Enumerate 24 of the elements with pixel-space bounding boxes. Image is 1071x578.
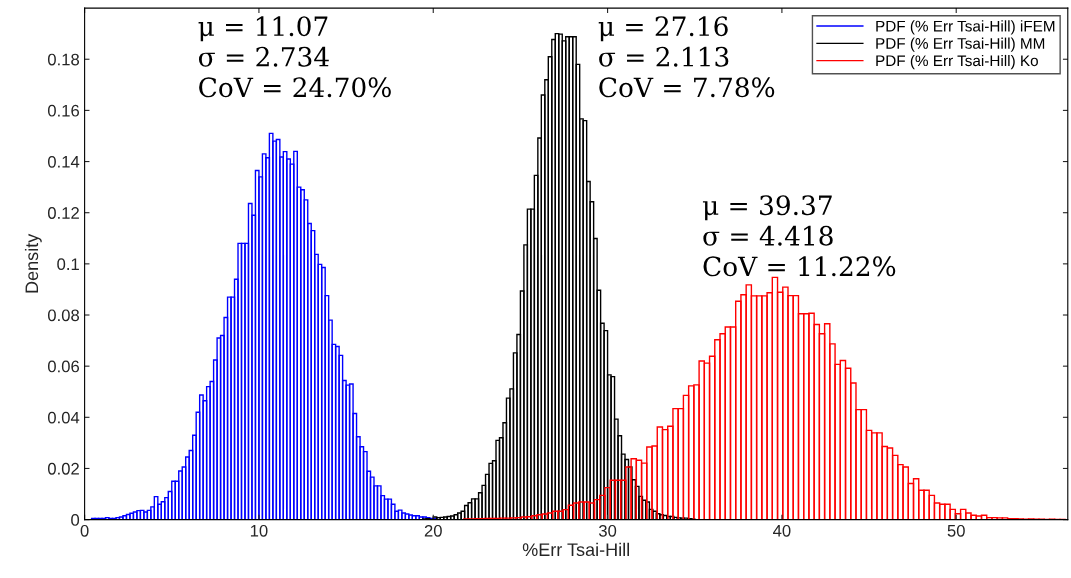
x-axis-title: %Err Tsai-Hill xyxy=(522,542,629,557)
y-tick-label: 0.06 xyxy=(47,360,80,373)
y-tick-label: 0.1 xyxy=(57,258,79,271)
y-axis-title: Density xyxy=(24,233,42,293)
y-tick-label: 0.14 xyxy=(47,155,80,168)
y-tick-label: 0 xyxy=(71,514,80,526)
y-tick-label: 0.18 xyxy=(47,53,80,66)
x-tick-label: 30 xyxy=(598,524,617,537)
x-tick-label: 20 xyxy=(424,524,442,537)
legend-label: PDF (% Err Tsai-Hill) Ko xyxy=(876,54,1038,70)
y-tick-label: 0.02 xyxy=(47,462,79,475)
x-tick-label: 40 xyxy=(773,524,791,537)
x-tick-label: 0 xyxy=(80,524,89,537)
y-tick-label: 0.12 xyxy=(47,207,79,219)
x-tick-label: 10 xyxy=(250,524,268,537)
y-tick-label: 0.08 xyxy=(47,309,80,322)
annotation: μ = 11.07 σ = 2.734 CoV = 24.70% xyxy=(198,16,391,98)
x-tick-label: 50 xyxy=(947,524,965,537)
y-tick-label: 0.04 xyxy=(47,411,80,424)
legend-label: PDF (% Err Tsai-Hill) MM xyxy=(876,37,1045,52)
legend-label: PDF (% Err Tsai-Hill) iFEM xyxy=(876,20,1055,35)
annotation: μ = 39.37 σ = 4.418 CoV = 11.22% xyxy=(702,195,896,277)
annotation: μ = 27.16 σ = 2.113 CoV = 7.78% xyxy=(598,16,775,98)
y-tick-label: 0.16 xyxy=(47,104,80,117)
